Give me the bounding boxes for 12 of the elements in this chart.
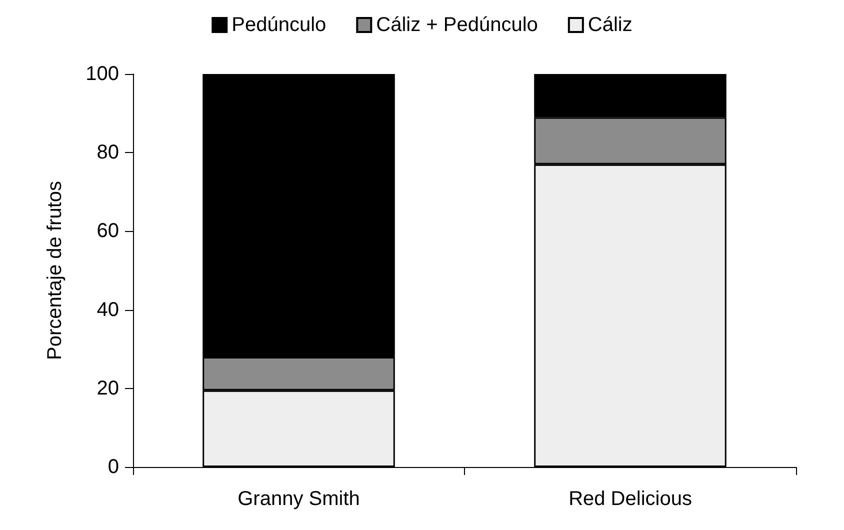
legend-label: Cáliz: [588, 14, 632, 36]
y-tick-label: 40: [96, 298, 119, 321]
legend-label: Cáliz + Pedúnculo: [376, 14, 538, 36]
y-tick-label: 20: [96, 377, 119, 400]
x-tick-label: Red Delicious: [568, 488, 692, 510]
legend-label: Pedúnculo: [232, 14, 326, 36]
x-tick-label: Granny Smith: [238, 488, 360, 510]
y-tick-label: 100: [86, 63, 119, 85]
y-tick-label: 80: [96, 142, 119, 164]
y-axis-title: Porcentaje de frutos: [44, 181, 66, 360]
y-tick-label: 0: [108, 456, 119, 478]
y-tick-label: 60: [96, 220, 119, 242]
